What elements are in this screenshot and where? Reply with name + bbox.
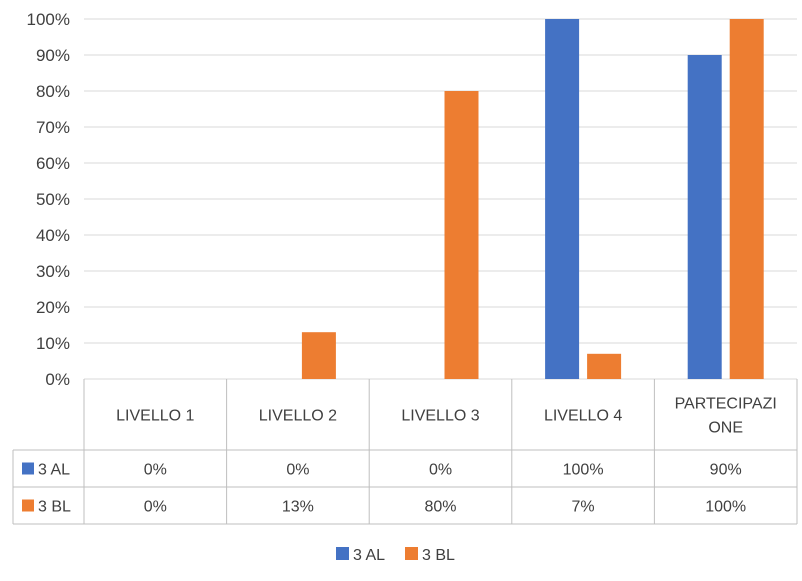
bar [587,353,622,379]
category-label: ONE [708,420,743,437]
y-tick-label: 40% [36,226,70,245]
y-tick-label: 60% [36,154,70,173]
y-tick-label: 70% [36,118,70,137]
data-label: 0% [144,499,167,516]
data-label: 90% [710,462,742,479]
data-label: 0% [144,462,167,479]
bar [545,19,580,379]
category-label: PARTECIPAZI [675,396,777,413]
table-series-name: 3 AL [38,462,70,479]
data-label: 0% [429,462,452,479]
bar [687,55,722,379]
gridlines [84,18,797,380]
bar [444,91,479,379]
bar [301,332,336,379]
y-tick-label: 10% [36,334,70,353]
table-legend-key [22,462,34,475]
legend: 3 AL 3 BL [336,547,455,564]
data-label: 0% [286,462,309,479]
data-label: 100% [563,462,604,479]
y-tick-label: 0% [45,370,70,389]
category-label: LIVELLO 2 [259,408,337,425]
bar [729,19,764,379]
legend-label: 3 AL [353,547,385,564]
bars [301,19,764,379]
category-label: LIVELLO 4 [544,408,622,425]
legend-label: 3 BL [422,547,455,564]
y-tick-label: 50% [36,190,70,209]
category-label: LIVELLO 1 [116,408,194,425]
data-table: LIVELLO 1 LIVELLO 2 LIVELLO 3 LIVELLO 4 PART… [12,379,798,525]
y-tick-label: 100% [27,10,70,29]
data-label: 100% [705,499,746,516]
table-legend-key [22,499,34,512]
y-axis-tick-labels: 0% 10% 20% 30% 40% 50% 60% 70% 80% 90% 100% [27,10,70,389]
legend-key [405,547,418,560]
data-label: 80% [424,499,456,516]
y-tick-label: 30% [36,262,70,281]
table-series-name: 3 BL [38,499,71,516]
y-tick-label: 90% [36,46,70,65]
y-tick-label: 20% [36,298,70,317]
data-label: 7% [572,499,595,516]
data-label: 13% [282,499,314,516]
category-label: LIVELLO 3 [401,408,479,425]
y-tick-label: 80% [36,82,70,101]
legend-key [336,547,349,560]
